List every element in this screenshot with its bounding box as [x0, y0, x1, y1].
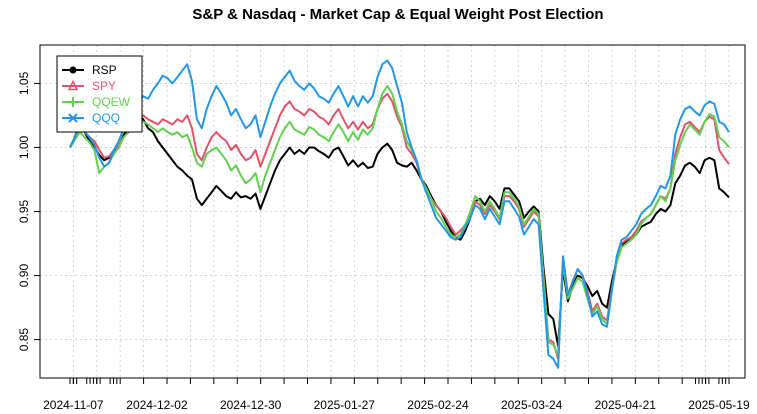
- legend: RSP SPY QQEW QQQ: [56, 55, 143, 133]
- series-line-qqq: [69, 59, 730, 369]
- chart-title: S&P & Nasdaq - Market Cap & Equal Weight…: [192, 6, 603, 23]
- x-tick-label: 2024-11-07: [43, 398, 104, 412]
- y-tick-label: 0.85: [17, 328, 31, 352]
- legend-marker-plus-icon: [68, 97, 78, 107]
- series-line-qqew: [69, 85, 730, 356]
- x-tick-label: 2025-05-19: [688, 398, 750, 412]
- x-tick-label: 2025-02-24: [407, 398, 469, 412]
- series-group: [69, 59, 730, 369]
- x-tick-label: 2025-01-27: [314, 398, 376, 412]
- legend-marker-circle-icon: [69, 66, 77, 74]
- x-axis: 2024-11-07 2024-12-02 2024-12-30 2025-01-27…: [43, 378, 750, 412]
- legend-label-qqq: QQQ: [92, 111, 120, 125]
- legend-label-spy: SPY: [92, 79, 116, 93]
- y-tick-label: 0.90: [17, 264, 31, 288]
- x-tick-label: 2024-12-02: [126, 398, 188, 412]
- x-tick-label: 2024-12-30: [220, 398, 282, 412]
- x-tick-label: 2025-04-21: [595, 398, 657, 412]
- y-tick-label: 1.00: [17, 135, 31, 159]
- legend-marker-triangle-icon: [67, 79, 79, 91]
- y-tick-label: 0.95: [17, 199, 31, 223]
- legend-marker-cross-icon: [68, 113, 78, 123]
- y-tick-label: 1.05: [17, 71, 31, 95]
- y-axis: 0.85 0.90 0.95 1.00 1.05: [17, 71, 40, 351]
- x-tick-label: 2025-03-24: [501, 398, 563, 412]
- legend-label-rsp: RSP: [92, 63, 117, 77]
- legend-label-qqew: QQEW: [92, 95, 131, 109]
